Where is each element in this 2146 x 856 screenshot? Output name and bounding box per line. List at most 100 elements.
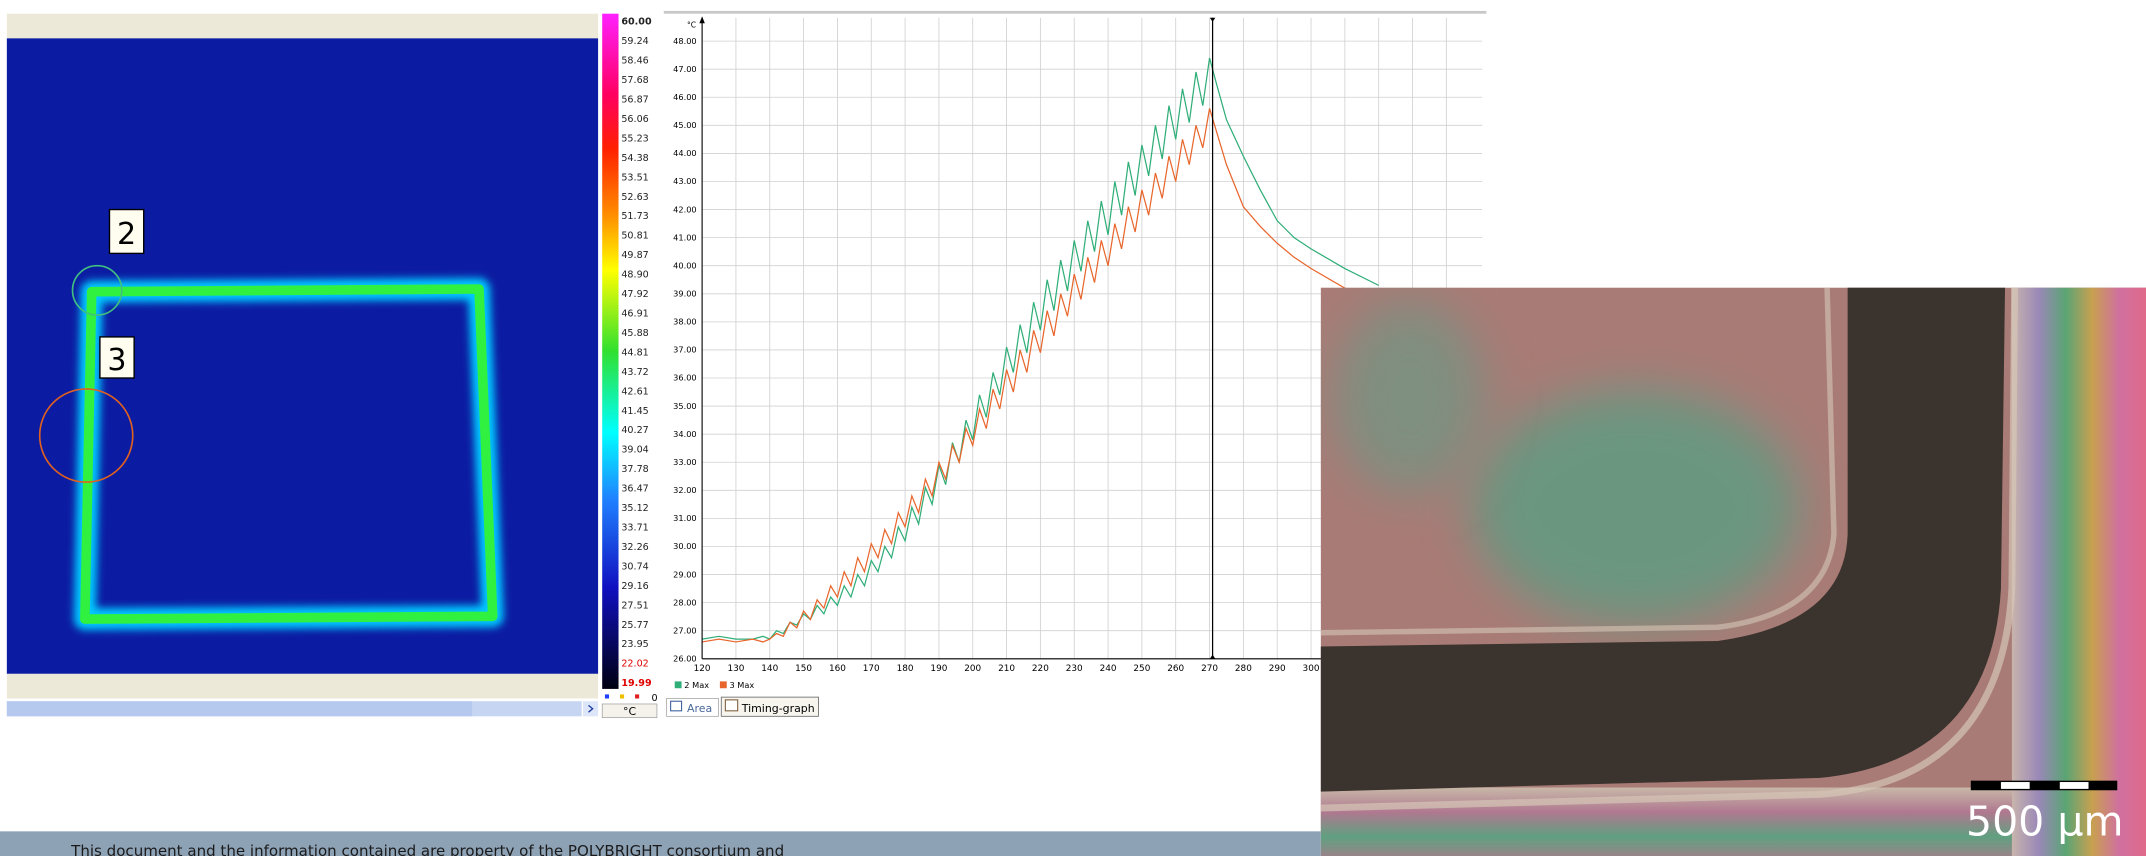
heater-track [80,284,498,624]
colorbar-label: 54.38 [621,153,648,164]
colorbar-label: 39.04 [621,445,648,456]
scale-label: 500 µm [1966,797,2124,845]
y-tick-label: 35.00 [673,401,696,411]
colorbar-label: 49.87 [621,250,648,261]
scale-bar [1970,780,2118,791]
legend-label: 3 Max [729,680,754,690]
colorbar-label: 53.51 [621,172,648,183]
colorbar-label: 46.91 [621,308,648,319]
colorbar-label: 47.92 [621,289,648,300]
colorbar-label: 55.23 [621,133,648,144]
colorbar-labels-bg [618,13,657,689]
tab-active[interactable] [720,696,819,717]
channel-edge [1320,287,2019,812]
photo-edge [2011,287,2146,856]
y-tick-label: 27.00 [673,625,696,635]
colorbar-label: 52.63 [621,192,648,203]
y-tick-label: 29.00 [673,569,696,579]
icon [635,694,640,699]
colorbar-label: 51.73 [621,211,648,222]
axis-arrow [699,16,705,24]
y-tick-label: 39.00 [673,289,696,299]
legend-label: 2 Max [684,680,709,690]
x-tick-label: 120 [694,664,711,674]
colorbar-label: 22.02 [621,659,648,670]
roi-circle [38,388,134,483]
x-tick-label: 150 [795,664,812,674]
colorbar-label: 43.72 [621,367,648,378]
icon [604,694,610,699]
thermal-panel: 2 3 [6,13,599,717]
arrow-icon [588,704,594,713]
tab-icon [670,700,683,712]
photo-region [1471,390,1800,624]
y-tick-label: 41.00 [673,232,696,242]
y-tick-label: 30.00 [673,541,696,551]
colorbar-label: 35.12 [621,503,648,514]
colorbar-label: 40.27 [621,425,648,436]
roi-label: 2 [117,217,136,252]
colorbar-label: 19.99 [621,678,652,689]
x-tick-label: 300 [1303,664,1320,674]
tab[interactable] [666,698,719,717]
icon [619,694,625,699]
colorbar-label: 30.74 [621,561,648,572]
colorbar-label: 57.68 [621,75,648,86]
y-tick-label: 45.00 [673,120,696,130]
x-tick-label: 220 [1032,664,1049,674]
photo-region [1334,301,1485,494]
x-tick-label: 200 [964,664,981,674]
tab-icon [724,699,739,712]
y-tick-label: 38.00 [673,317,696,327]
cursor-marker [1209,17,1216,22]
y-tick-label: 37.00 [673,345,696,355]
y-tick-label: 28.00 [673,597,696,607]
colorbar-label: 41.45 [621,406,648,417]
y-unit: °C [687,20,696,29]
y-tick-label: 48.00 [673,36,696,46]
series-line [702,57,1379,640]
colorbar-label: 58.46 [621,56,648,67]
roi-label-box [99,336,135,379]
colorbar-label: 45.88 [621,328,648,339]
colorbar-label: 50.81 [621,231,648,242]
scale-bar-segment [2059,782,2089,789]
legend-swatch [674,681,682,689]
y-tick-label: 31.00 [673,513,696,523]
tab-label[interactable]: Area [687,702,712,715]
footer-band [0,831,1321,856]
scale-bar-segment [2000,782,2030,789]
colorbar-label: 33.71 [621,523,648,534]
colorbar-label: 32.26 [621,542,648,553]
y-tick-label: 47.00 [673,64,696,74]
channel-edge [1320,287,1837,636]
colorbar-label: 56.87 [621,94,648,105]
y-tick-label: 46.00 [673,92,696,102]
x-tick-label: 260 [1167,664,1184,674]
x-tick-label: 270 [1201,664,1218,674]
colorbar-label: 23.95 [621,639,648,650]
scroll-thumb[interactable] [6,701,473,717]
status-strip [6,673,599,699]
roi-circle [71,264,123,316]
x-tick-label: 210 [998,664,1015,674]
colorbar-zero: 0 [651,693,657,704]
scroll-arrow[interactable] [583,701,599,717]
colorbar: 0 °C 60.00 59.24 58.46 57.68 56.87 56.06 55.23… [601,13,658,719]
x-tick-label: 180 [897,664,914,674]
y-tick-label: 44.00 [673,148,696,158]
x-tick-label: 140 [761,664,778,674]
micrograph: 500 µm [1320,287,2146,856]
colorbar-label: 48.90 [621,270,648,281]
y-tick-label: 36.00 [673,373,696,383]
colorbar-label: 59.24 [621,36,648,47]
colorbar-label: 60.00 [621,17,652,28]
x-tick-label: 250 [1133,664,1150,674]
tab-label[interactable]: Timing-graph [741,702,815,715]
colorbar-label: 44.81 [621,347,648,358]
colorbar-label: 27.51 [621,600,648,611]
colorbar-label: 36.47 [621,484,648,495]
series-line [702,108,1379,643]
y-tick-label: 43.00 [673,176,696,186]
